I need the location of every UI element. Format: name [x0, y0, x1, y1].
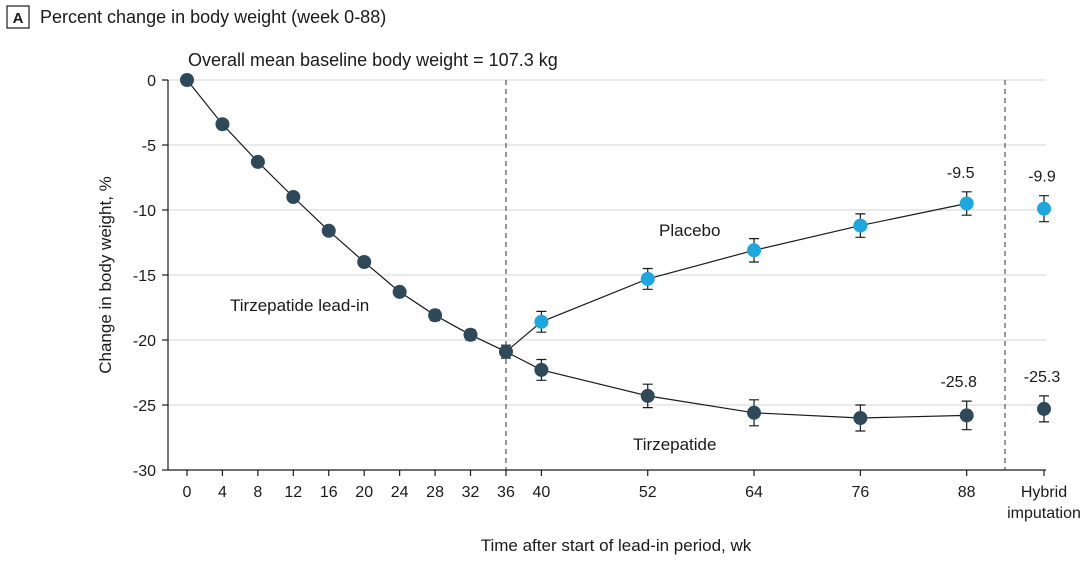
y-tick-label: 0 — [147, 73, 156, 90]
data-label-placebo-hybrid: -9.9 — [1028, 169, 1056, 186]
x-tick-label: 88 — [958, 484, 976, 501]
x-tick-label: 16 — [320, 484, 338, 501]
series-lines — [186, 79, 967, 419]
x-tick-label: 52 — [639, 484, 657, 501]
x-tick-label: 28 — [426, 484, 444, 501]
x-tick-label: 76 — [851, 484, 869, 501]
panel-letter-box — [6, 5, 30, 29]
y-axis-label: Change in body weight, % — [96, 176, 115, 374]
gridlines — [168, 79, 1046, 406]
y-tick-label: -5 — [142, 138, 156, 155]
baseline-weight-note: Overall mean baseline body weight = 107.… — [188, 50, 558, 70]
point-tirzepatide-lead-in — [250, 154, 265, 169]
point-placebo — [959, 196, 974, 211]
x-tick-label: 8 — [253, 484, 262, 501]
y-tick-label: -15 — [133, 268, 156, 285]
axes: 0 -5 -10 -15 -20 -25 -30 0 4 8 12 16 20 24 28 32 36 40 52 6… — [133, 73, 1081, 522]
data-label-tirzepatide-week88: -25.8 — [940, 374, 977, 391]
point-tirzepatide — [747, 405, 762, 420]
error-bars — [217, 121, 1049, 432]
point-tirzepatide-lead-in — [498, 344, 513, 359]
point-placebo — [747, 243, 762, 258]
x-tick-label: 20 — [355, 484, 373, 501]
series-label-placebo: Placebo — [659, 221, 720, 240]
series-line-placebo — [505, 202, 967, 353]
point-tirzepatide — [853, 411, 868, 425]
data-points — [180, 73, 1051, 425]
point-tirzepatide-lead-in — [392, 284, 407, 299]
y-tick-label: -25 — [133, 398, 156, 415]
point-tirzepatide — [640, 388, 655, 403]
series-line-tirzepatide — [505, 351, 967, 419]
point-placebo — [640, 271, 655, 286]
y-tick-label: -20 — [133, 333, 156, 350]
x-tick-label: 64 — [745, 484, 763, 501]
point-tirzepatide-lead-in — [180, 73, 194, 87]
point-tirzepatide — [959, 408, 974, 423]
point-tirzepatide — [534, 362, 549, 377]
x-tick-label-hybrid: Hybrid — [1021, 484, 1067, 501]
point-tirzepatide-lead-in — [428, 308, 443, 323]
x-tick-label: 40 — [533, 484, 551, 501]
point-placebo — [534, 314, 549, 329]
point-tirzepatide-hybrid — [1037, 401, 1051, 416]
series-line-tirzepatide-lead-in — [186, 79, 507, 353]
x-tick-label: 24 — [391, 484, 409, 501]
point-placebo-hybrid — [1037, 201, 1051, 216]
y-tick-label: -30 — [133, 463, 156, 480]
period-dividers — [505, 80, 1006, 470]
point-tirzepatide-lead-in — [463, 327, 478, 342]
data-labels: -9.5 -9.9 -25.8 -25.3 — [940, 165, 1060, 391]
x-tick-label-hybrid: imputation — [1007, 505, 1081, 522]
series-label-tirzepatide: Tirzepatide — [633, 435, 716, 454]
point-tirzepatide-lead-in — [286, 190, 301, 204]
panel-letter: A — [13, 10, 24, 27]
point-tirzepatide-lead-in — [321, 223, 336, 238]
x-tick-label: 12 — [284, 484, 302, 501]
chart-title: Percent change in body weight (week 0-88… — [40, 7, 386, 27]
x-tick-label: 0 — [183, 484, 192, 501]
y-tick-label: -10 — [133, 203, 156, 220]
x-tick-label: 4 — [218, 484, 227, 501]
series-label-tirzepatide-lead-in: Tirzepatide lead-in — [230, 296, 369, 315]
point-placebo — [853, 218, 868, 233]
data-label-placebo-week88: -9.5 — [947, 165, 975, 182]
x-tick-label: 32 — [462, 484, 480, 501]
x-axis-label: Time after start of lead-in period, wk — [481, 536, 752, 555]
point-tirzepatide-lead-in — [215, 117, 230, 132]
point-tirzepatide-lead-in — [357, 255, 372, 269]
x-tick-label: 36 — [497, 484, 515, 501]
data-label-tirzepatide-hybrid: -25.3 — [1024, 369, 1061, 386]
